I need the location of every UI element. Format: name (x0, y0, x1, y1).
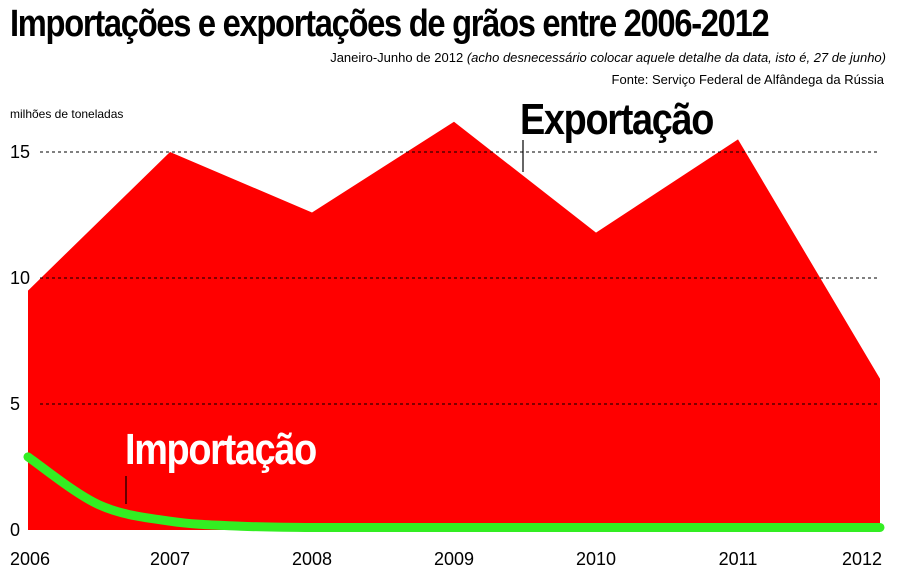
subtitle-note: (acho desnecessário colocar aquele detal… (466, 50, 886, 65)
x-tick-2011: 2011 (719, 549, 758, 569)
y-axis-ticks: 0 5 10 15 (10, 142, 30, 540)
grid-lines (40, 151, 880, 405)
x-tick-2007: 2007 (150, 549, 190, 569)
chart-subtitle: Janeiro-Junho de 2012 (acho desnecessári… (330, 50, 886, 65)
import-series-label: Importação (125, 424, 316, 473)
chart-source: Fonte: Serviço Federal de Alfândega da R… (611, 72, 884, 87)
x-tick-2012: 2012 (842, 549, 882, 569)
export-area (28, 121, 880, 530)
y-axis-label: milhões de toneladas (10, 107, 124, 121)
chart-title: Importações e exportações de grãos entre… (10, 3, 770, 45)
x-axis-ticks: 2006 2007 2008 2009 2010 2011 2012 (10, 549, 882, 569)
export-series-label: Exportação (520, 94, 713, 143)
y-tick-0: 0 (10, 520, 20, 540)
y-tick-5: 5 (10, 394, 20, 414)
x-tick-2006: 2006 (10, 549, 50, 569)
x-tick-2010: 2010 (576, 549, 616, 569)
y-tick-15: 15 (10, 142, 30, 162)
x-tick-2009: 2009 (434, 549, 474, 569)
import-line (23, 452, 885, 533)
y-tick-10: 10 (10, 268, 30, 288)
subtitle-date: Janeiro-Junho de 2012 (330, 50, 464, 65)
x-tick-2008: 2008 (292, 549, 332, 569)
